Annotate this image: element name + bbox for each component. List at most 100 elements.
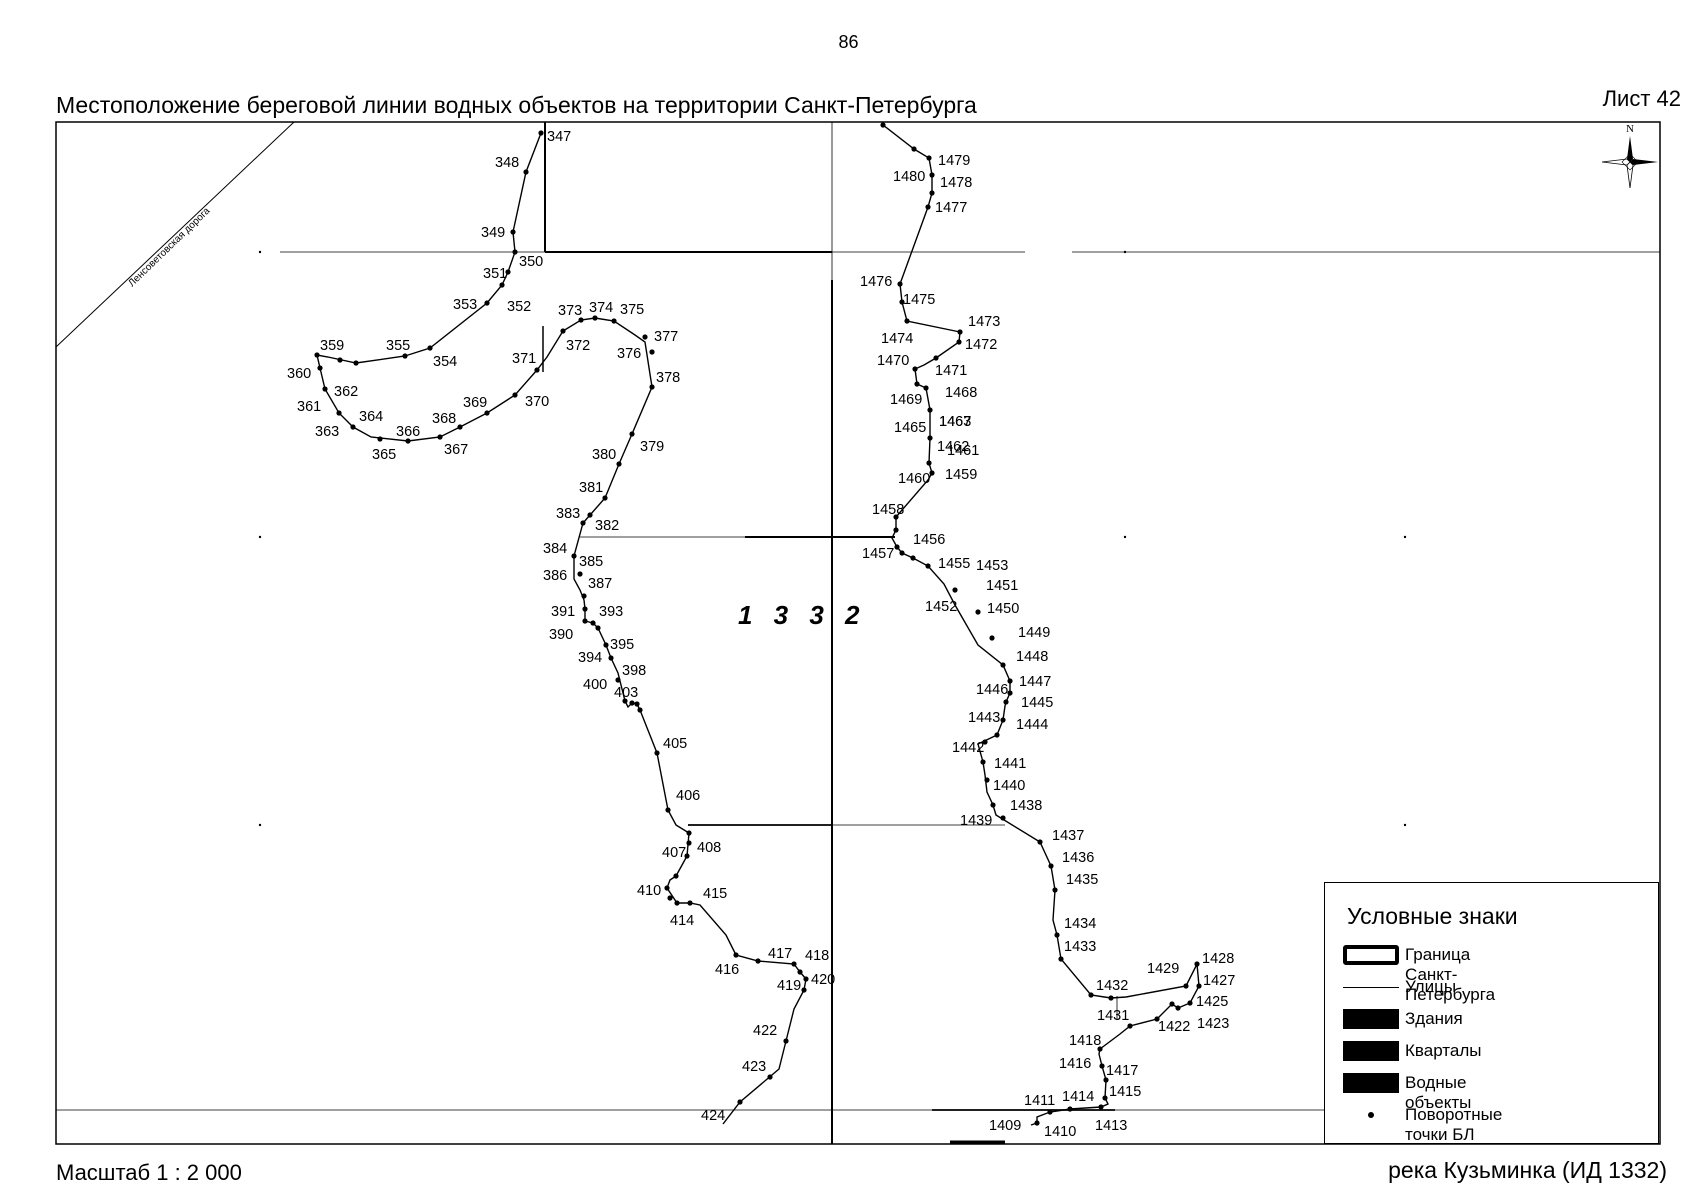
- point-label: 380: [592, 447, 616, 463]
- city-border-symbol: [1343, 945, 1399, 965]
- point-label: 398: [622, 663, 646, 679]
- point-label: 1452: [925, 599, 957, 615]
- point-label: 419: [777, 978, 801, 994]
- point-label: 1449: [1018, 625, 1050, 641]
- street-lines: [55, 121, 1660, 1144]
- point-label: 385: [579, 554, 603, 570]
- point-label: 408: [697, 840, 721, 856]
- point-label: 384: [543, 541, 567, 557]
- point-label: 420: [811, 972, 835, 988]
- point-label: 414: [670, 913, 694, 929]
- point-label: 1433: [1064, 939, 1096, 955]
- point-label: 372: [566, 338, 590, 354]
- point-label: 348: [495, 155, 519, 171]
- point-label: 394: [578, 650, 602, 666]
- point-label: 1450: [987, 601, 1019, 617]
- point-label: 1413: [1095, 1118, 1127, 1134]
- west-shoreline: [316, 132, 807, 1125]
- road-label: Ленсоветовская дорога: [126, 205, 212, 289]
- legend-label: Водные объекты: [1405, 1073, 1472, 1112]
- point-label: 403: [614, 685, 638, 701]
- point-label: 1468: [945, 385, 977, 401]
- point-label: 1411: [1024, 1093, 1055, 1109]
- point-label: 387: [588, 576, 612, 592]
- map-frame: [55, 121, 1661, 1145]
- point-label: 1453: [976, 558, 1008, 574]
- point-label: 377: [654, 329, 678, 345]
- legend-label: Кварталы: [1405, 1041, 1482, 1060]
- point-label: 393: [599, 604, 623, 620]
- point-label: 407: [662, 845, 686, 861]
- point-label: 1429: [1147, 961, 1179, 977]
- point-label: 1476: [860, 274, 892, 290]
- point-label: 1451: [986, 578, 1018, 594]
- point-label: 1415: [1109, 1084, 1141, 1100]
- map-title: Местоположение береговой линии водных об…: [56, 92, 977, 118]
- point-label: 1446: [976, 682, 1008, 698]
- point-label: 1472: [965, 337, 997, 353]
- point-label: 1444: [1016, 717, 1048, 733]
- point-label: 395: [610, 637, 634, 653]
- point-label: 354: [433, 354, 457, 370]
- point-label: 1441: [994, 756, 1026, 772]
- point-label: 369: [463, 395, 487, 411]
- point-label: 418: [805, 948, 829, 964]
- point-label: 376: [617, 346, 641, 362]
- point-label: 1434: [1064, 916, 1096, 932]
- point-label: 422: [753, 1023, 777, 1039]
- point-label: 410: [637, 883, 661, 899]
- north-arrow-icon: N: [1601, 123, 1658, 189]
- point-label: 1440: [993, 778, 1025, 794]
- point-label: 349: [481, 225, 505, 241]
- point-label: 1474: [881, 331, 913, 347]
- point-label: 360: [287, 366, 311, 382]
- point-label: 1460: [898, 471, 930, 487]
- point-label: 347: [547, 129, 571, 145]
- point-label: 1448: [1016, 649, 1048, 665]
- point-label: 355: [386, 338, 410, 354]
- point-label: 1439: [960, 813, 992, 829]
- point-label: 1479: [938, 153, 970, 169]
- point-label: 1456: [913, 532, 945, 548]
- point-label: 378: [656, 370, 680, 386]
- point-label: 1461: [947, 443, 979, 459]
- point-label: 1431: [1097, 1008, 1129, 1024]
- point-label: 363: [315, 424, 339, 440]
- point-label: 359: [320, 338, 344, 354]
- point-label: 1478: [940, 175, 972, 191]
- building-symbol: [1343, 1009, 1399, 1029]
- point-label: 1435: [1066, 872, 1098, 888]
- page-number: 86: [838, 32, 859, 52]
- point-label: 1443: [968, 710, 1000, 726]
- sheet-label: Лист 42: [1602, 86, 1681, 111]
- point-label: 367: [444, 442, 468, 458]
- point-label: 1438: [1010, 798, 1042, 814]
- point-label: 364: [359, 409, 383, 425]
- point-label: 350: [519, 254, 543, 270]
- legend-title: Условные знаки: [1347, 903, 1518, 929]
- point-label: 1455: [938, 556, 970, 572]
- point-label: 353: [453, 297, 477, 313]
- west-point-labels: 347 348 349 350 351 352 353 354 355 359 …: [287, 129, 835, 1124]
- north-label: N: [1626, 123, 1634, 135]
- point-label: 386: [543, 568, 567, 584]
- point-label: 375: [620, 302, 644, 318]
- point-label: 1475: [903, 292, 935, 308]
- street-line: [55, 121, 295, 348]
- river-label: река Кузьминка (ИД 1332): [1388, 1157, 1667, 1183]
- turning-point-symbol: [1368, 1112, 1374, 1118]
- scale-label: Масштаб 1 : 2 000: [56, 1160, 242, 1185]
- point-label: 405: [663, 736, 687, 752]
- point-label: 373: [558, 303, 582, 319]
- point-label: 1416: [1059, 1056, 1091, 1072]
- point-label: 362: [334, 384, 358, 400]
- point-label: 1467: [939, 414, 971, 430]
- point-label: 374: [589, 300, 613, 316]
- street-symbol: [1343, 987, 1399, 988]
- point-label: 391: [551, 604, 575, 620]
- legend-label: Поворотные точки БЛ: [1405, 1105, 1503, 1144]
- point-label: 1414: [1062, 1089, 1094, 1105]
- point-label: 1410: [1044, 1124, 1076, 1140]
- point-label: 423: [742, 1059, 766, 1075]
